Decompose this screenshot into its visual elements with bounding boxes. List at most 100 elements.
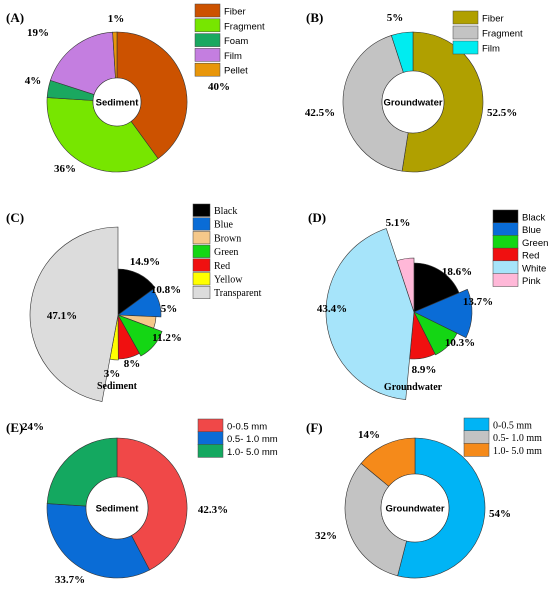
legend-entry: Green	[214, 247, 238, 258]
legend-entry: Brown	[214, 233, 241, 244]
data-label: 42.3%	[198, 504, 228, 516]
slice-pink	[396, 257, 415, 313]
legend-entry: Pink	[522, 276, 541, 287]
under-label: Groundwater	[384, 382, 443, 393]
data-label: 54%	[489, 508, 511, 520]
panel-e: (E) Sediment 42.3% 33.7% 24% 0-0.5 mm0.5- 1.0…	[6, 418, 278, 586]
legend-swatch	[197, 431, 224, 445]
slice-green	[413, 311, 458, 356]
panel-tag: (B)	[306, 10, 323, 25]
legend-entry: Fragment	[482, 29, 523, 40]
data-label: 5%	[161, 303, 178, 315]
legend-entry: Blue	[522, 225, 541, 236]
legend-swatch	[463, 417, 490, 432]
legend-swatch	[492, 222, 519, 236]
slice-transparent	[29, 226, 119, 402]
data-label: 1%	[108, 13, 125, 25]
data-label: 36%	[54, 163, 76, 175]
slice-black	[413, 262, 460, 313]
legend-swatch	[192, 203, 211, 217]
legend-swatch	[192, 231, 211, 245]
data-label: 19%	[27, 27, 49, 39]
legend-entry: Fiber	[224, 7, 246, 18]
legend-swatch	[492, 273, 519, 287]
data-label: 52.5%	[487, 107, 517, 119]
donut-hole	[85, 476, 149, 540]
legend-swatch	[452, 25, 479, 40]
legend-entry: Fragment	[224, 21, 265, 32]
data-label: 47.1%	[47, 310, 77, 322]
legend-entry: Green	[522, 238, 548, 249]
donut-hole	[92, 77, 142, 127]
data-label: 33.7%	[55, 574, 85, 586]
panel-tag: (D)	[308, 210, 326, 225]
data-label: 24%	[22, 421, 44, 433]
legend-entry: Black	[214, 206, 237, 217]
legend-swatch	[194, 33, 221, 47]
panel-c: (C) Sediment 14.9% 10.8% 5% 11.2% 8%3% 47.1% Bla…	[6, 203, 262, 402]
legend-swatch	[194, 48, 221, 62]
legend-swatch	[194, 3, 221, 18]
legend: Fiber Fragment Film	[452, 10, 523, 55]
legend-swatch	[194, 62, 221, 77]
center-label: Sediment	[96, 98, 140, 109]
legend-entry: Red	[522, 251, 539, 262]
legend-swatch	[492, 209, 519, 224]
under-label: Sediment	[97, 381, 138, 392]
legend-swatch	[192, 258, 211, 272]
center-label: Sediment	[96, 504, 140, 515]
legend-entry: Foam	[224, 36, 248, 47]
legend-swatch	[194, 18, 221, 33]
legend-entry: Fiber	[482, 14, 504, 25]
legend-swatch	[192, 217, 211, 231]
legend-swatch	[452, 40, 479, 55]
legend-entry: Film	[482, 44, 500, 55]
panel-tag: (F)	[306, 420, 323, 435]
legend-entry: 0-0.5 mm	[227, 422, 267, 433]
data-label: 11.2%	[152, 332, 182, 344]
panel-f: (F) Groundwater 54% 32% 14% 0-0.5 mm0.5- 1.0 …	[306, 417, 542, 579]
legend: Fiber Fragment Foam Film Pellet	[194, 3, 265, 77]
legend-entry: Black	[522, 213, 545, 224]
slice-white	[325, 228, 415, 400]
legend-entry: Film	[224, 51, 242, 62]
slice-blue	[117, 289, 162, 318]
center-label: Groundwater	[385, 504, 444, 515]
data-label: 8.9%	[412, 364, 437, 376]
data-label: 5%	[387, 12, 404, 24]
slice-green	[117, 314, 163, 357]
data-label: 18.6%	[442, 266, 472, 278]
panel-tag: (A)	[6, 10, 24, 25]
legend-swatch	[463, 443, 490, 457]
data-label: 10.8%	[151, 284, 181, 296]
legend-entry: Transparent	[214, 288, 262, 299]
legend: Black Blue Brown Green Red Yellow Transparent	[192, 203, 262, 299]
data-label: 10.3%	[445, 337, 475, 349]
legend-swatch	[197, 418, 224, 433]
data-label: 43.4%	[317, 303, 347, 315]
legend-swatch	[192, 285, 211, 299]
panel-tag: (E)	[6, 420, 23, 435]
data-label: 13.7%	[463, 296, 493, 308]
data-label: 5.1%	[386, 217, 411, 229]
donut-hole	[380, 473, 450, 543]
center-label: Groundwater	[383, 98, 442, 109]
legend-entry: White	[522, 263, 546, 274]
legend-entry: 0.5- 1.0 mm	[493, 433, 542, 444]
legend-swatch	[492, 260, 519, 275]
donut-hole	[381, 70, 445, 134]
legend-entry: 0.5- 1.0 mm	[227, 434, 278, 445]
panel-tag: (C)	[6, 210, 24, 225]
panel-d: (D) Groundwater 18.6% 13.7% 10.3% 8.9% 43.4% 5.…	[308, 209, 548, 400]
legend-entry: Red	[214, 261, 230, 272]
data-label: 42.5%	[305, 107, 335, 119]
legend: 0-0.5 mm0.5- 1.0 mm 1.0- 5.0 mm	[463, 417, 542, 457]
legend-entry: Pellet	[224, 66, 248, 77]
legend-swatch	[492, 235, 519, 249]
data-label: 4%	[25, 75, 42, 87]
legend-swatch	[452, 10, 479, 25]
